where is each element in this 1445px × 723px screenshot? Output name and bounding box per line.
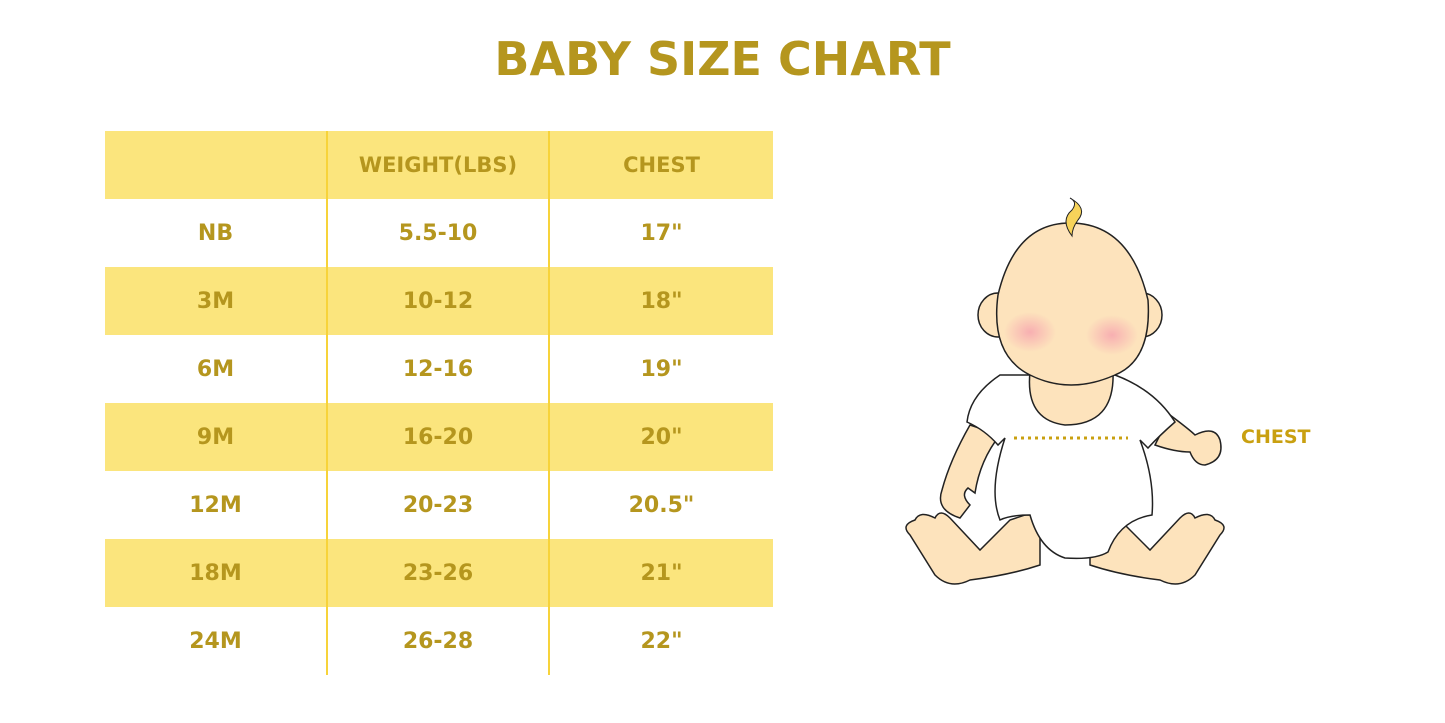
chest-label: CHEST: [1241, 426, 1311, 448]
cell-weight: 26-28: [326, 607, 549, 675]
table-row: 18M 23-26 21": [105, 539, 773, 607]
table-row: 6M 12-16 19": [105, 335, 773, 403]
cell-chest: 20": [548, 403, 773, 471]
cell-size: 12M: [189, 492, 242, 518]
cell-chest: 22": [548, 607, 773, 675]
header-chest: CHEST: [548, 131, 773, 199]
header-size: [105, 131, 327, 199]
cell-chest: 19": [548, 335, 773, 403]
cell-weight: 10-12: [326, 267, 549, 335]
table-row: 12M 20-23 20.5": [105, 471, 773, 539]
cell-size: 3M: [196, 288, 235, 314]
cell-size: 24M: [189, 628, 242, 654]
cell-weight: 12-16: [326, 335, 549, 403]
cell-weight: 23-26: [326, 539, 549, 607]
cell-chest: 20.5": [548, 471, 773, 539]
size-table: WEIGHT(LBS) CHEST NB 5.5-10 17" 3M 10-12 18"…: [105, 131, 773, 675]
cell-size: 18M: [189, 560, 242, 586]
cell-size: 9M: [196, 424, 235, 450]
cell-size: NB: [197, 220, 234, 246]
table-row: NB 5.5-10 17": [105, 199, 773, 267]
header-weight: WEIGHT(LBS): [326, 131, 549, 199]
cell-weight: 5.5-10: [326, 199, 549, 267]
cell-weight: 16-20: [326, 403, 549, 471]
table-row: 3M 10-12 18": [105, 267, 773, 335]
table-row: 24M 26-28 22": [105, 607, 773, 675]
cell-chest: 17": [548, 199, 773, 267]
page-title: BABY SIZE CHART: [494, 32, 951, 86]
cell-chest: 21": [548, 539, 773, 607]
table-row: 9M 16-20 20": [105, 403, 773, 471]
table-header-row: WEIGHT(LBS) CHEST: [105, 131, 773, 199]
baby-illustration-icon: [905, 197, 1225, 585]
cell-size: 6M: [196, 356, 235, 382]
cell-weight: 20-23: [326, 471, 549, 539]
cell-chest: 18": [548, 267, 773, 335]
